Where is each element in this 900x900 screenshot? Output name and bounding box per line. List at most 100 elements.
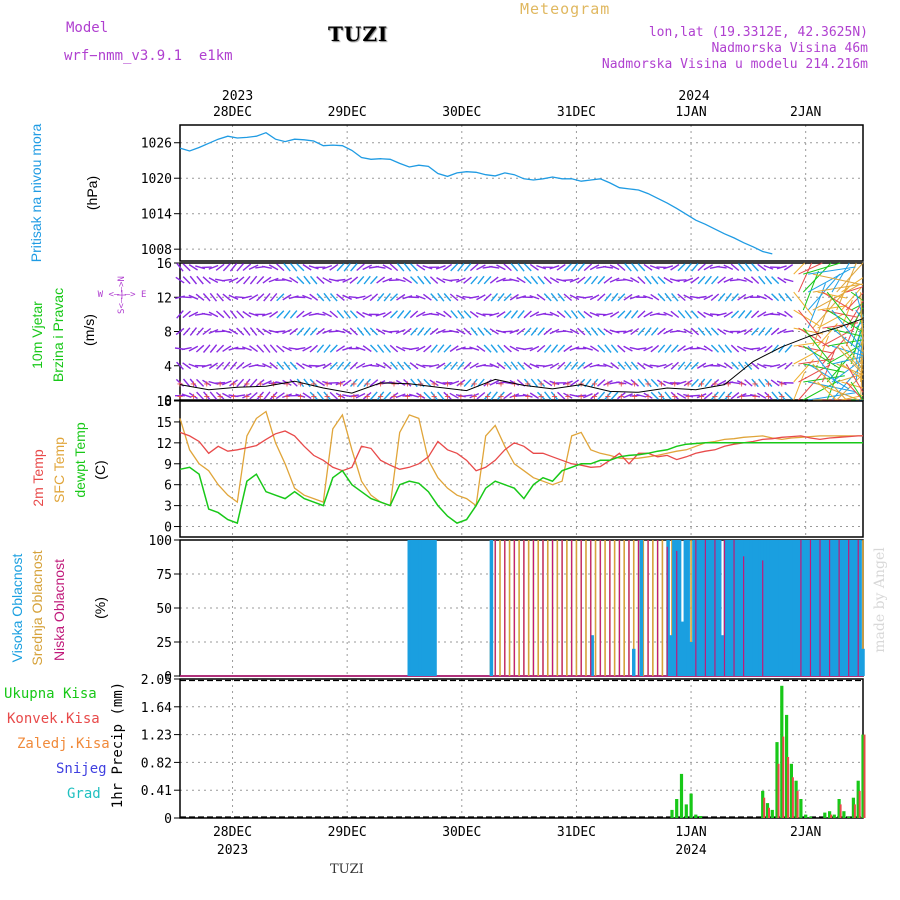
- wind-barb: [807, 273, 841, 311]
- wind-barb: [510, 361, 518, 371]
- wind-barb: [530, 275, 539, 285]
- wind-barb: [743, 276, 754, 284]
- wind-barb: [389, 293, 398, 302]
- total-precip-bar: [823, 812, 827, 818]
- wind-barb: [443, 310, 452, 319]
- wind-barb: [443, 293, 452, 302]
- wind-barb: [423, 378, 432, 387]
- ytick-label: 1008: [141, 243, 172, 258]
- wind-barb: [375, 312, 386, 317]
- wind-barb: [644, 378, 652, 388]
- conv-precip-bar: [791, 777, 794, 818]
- wind-barb: [256, 293, 265, 302]
- top-day-label: 2JAN: [790, 105, 821, 120]
- wind-barb: [503, 263, 512, 272]
- wind-barb: [663, 276, 673, 284]
- wind-barb: [776, 328, 787, 335]
- wind-barb: [403, 378, 412, 387]
- wind-barb: [215, 391, 225, 400]
- wind-barb: [470, 327, 478, 336]
- meteogram-title: Meteogram: [520, 0, 611, 18]
- total-precip-bar: [856, 780, 860, 818]
- wind-barb: [717, 276, 726, 284]
- wind-barb: [730, 392, 740, 400]
- wind-barb: [489, 380, 500, 386]
- wind-barb: [490, 344, 498, 353]
- wind-marker: +: [204, 392, 210, 403]
- wind-barb: [602, 265, 613, 269]
- wind-barb: [369, 327, 378, 336]
- wind-barb: [711, 391, 719, 400]
- wind-barb: [522, 393, 533, 398]
- ytick-label: 0.82: [141, 756, 172, 771]
- wind-barb: [836, 373, 864, 401]
- wind-barb: [476, 345, 486, 352]
- wind-barb: [670, 344, 679, 353]
- wind-barb: [289, 262, 298, 272]
- wind-barb: [583, 263, 593, 272]
- ytick-label: 1020: [141, 172, 172, 187]
- wind-barb: [650, 378, 659, 387]
- ytick-label: 0: [164, 670, 172, 685]
- wind-barb: [784, 292, 793, 302]
- wind-barb: [342, 277, 352, 283]
- wind-barb: [336, 263, 345, 272]
- wind-barb: [269, 344, 278, 353]
- wind-barb: [497, 292, 505, 302]
- wind-marker: +: [485, 379, 491, 390]
- wind-barb: [644, 275, 652, 285]
- wind-marker: +: [444, 379, 450, 390]
- wind-barb: [196, 391, 205, 400]
- wind-barb: [182, 378, 191, 388]
- wind-barb: [263, 391, 271, 401]
- wind-barb: [530, 378, 539, 388]
- wind-barb: [349, 378, 358, 387]
- wind-barb: [663, 311, 673, 318]
- wind-barb: [363, 327, 371, 336]
- wind-barb: [557, 391, 566, 400]
- wind-barb: [704, 327, 712, 336]
- wind-barb: [557, 293, 565, 302]
- wind-barb: [429, 276, 439, 285]
- wind-barb: [201, 312, 212, 316]
- total-precip-bar: [684, 804, 688, 818]
- wind-barb: [449, 278, 460, 282]
- wind-barb: [415, 294, 426, 300]
- wind-barb: [202, 344, 211, 353]
- wind-marker: +: [685, 392, 691, 403]
- wind-barb: [309, 327, 318, 336]
- wind-barb: [302, 392, 312, 400]
- wind-barb: [750, 347, 761, 350]
- top-day-label: 1JAN: [675, 105, 706, 120]
- wind-barb: [563, 345, 573, 353]
- wind-barb: [415, 311, 426, 318]
- wind-barb: [798, 262, 823, 275]
- wind-barb: [376, 391, 385, 401]
- wind-barb: [249, 378, 258, 388]
- wind-barb: [569, 277, 580, 283]
- wind-barb: [709, 364, 720, 367]
- wind-barb: [181, 393, 192, 398]
- wind-marker: +: [592, 392, 598, 403]
- wind-barb: [750, 393, 761, 398]
- wind-barb: [570, 262, 579, 272]
- wind-barb: [637, 310, 646, 319]
- wind-barb: [249, 327, 258, 336]
- wind-barb: [355, 295, 366, 299]
- wind-marker: +: [498, 392, 504, 403]
- wind-barb: [784, 344, 793, 353]
- wind-barb: [822, 336, 847, 365]
- wind-barb: [663, 328, 673, 335]
- wind-marker: +: [190, 379, 196, 390]
- wind-barb: [516, 327, 526, 336]
- wind-marker: +: [739, 392, 745, 403]
- wind-barb: [556, 310, 566, 319]
- wind-barb: [584, 327, 592, 336]
- panel-frame-4: [179, 678, 864, 819]
- wind-barb: [275, 330, 286, 333]
- panel-frame-0: [179, 124, 864, 262]
- wind-barb: [268, 277, 279, 283]
- wind-barb: [289, 361, 298, 370]
- wind-barb: [188, 392, 198, 400]
- wind-barb: [717, 328, 727, 335]
